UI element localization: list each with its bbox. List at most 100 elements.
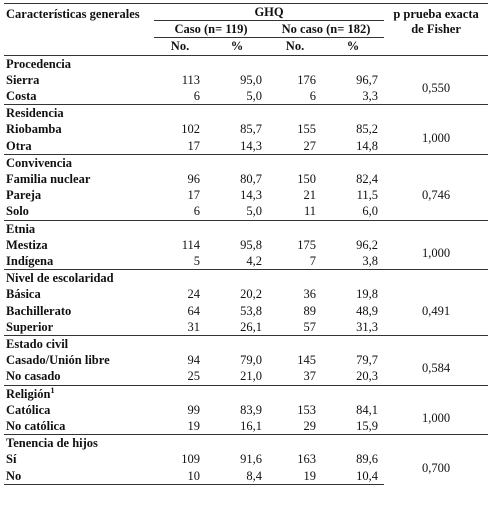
group-title-text: Religión bbox=[6, 386, 51, 401]
header-row-1: Características generales GHQ p prueba e… bbox=[4, 2, 489, 56]
caso-count: 6 bbox=[193, 89, 200, 104]
group-title-text: Procedencia bbox=[6, 56, 72, 71]
fisher-pvalue: 0,700 bbox=[421, 460, 451, 475]
caso-count: 114 bbox=[181, 237, 200, 252]
caso-percent: 80,7 bbox=[240, 172, 262, 187]
header-row-3: No. % No. % bbox=[4, 38, 488, 55]
table-row: Solo 6 5,0 11 6,0 bbox=[4, 203, 488, 220]
group-header-row: Etnia bbox=[4, 219, 489, 237]
table-row: Otra 17 14,3 27 14,8 bbox=[4, 138, 488, 155]
group-title: Nivel de escolaridad bbox=[4, 269, 489, 287]
nocaso-pct-header: % bbox=[346, 39, 360, 54]
table-body: Características generales GHQ p prueba e… bbox=[4, 2, 489, 485]
row-label: Costa bbox=[6, 89, 37, 104]
header-row-2: Caso (n= 119) No caso (n= 182) bbox=[4, 20, 488, 39]
nocaso-count: 150 bbox=[297, 172, 316, 187]
caso-count: 109 bbox=[181, 452, 200, 467]
caso-percent: 53,8 bbox=[240, 303, 262, 318]
table-row: Sierra 113 95,0 176 96,7 0,550 bbox=[4, 72, 488, 95]
nocaso-percent: 3,8 bbox=[362, 254, 379, 269]
caso-percent: 8,4 bbox=[206, 467, 268, 485]
row-label: Bachillerato bbox=[6, 303, 72, 318]
group-header-row: Convivencia bbox=[4, 153, 489, 172]
caso-percent: 20,2 bbox=[240, 287, 262, 302]
row-label: Católica bbox=[6, 402, 51, 417]
nocaso-percent: 89,6 bbox=[356, 452, 379, 467]
caso-count: 94 bbox=[187, 353, 201, 368]
nocaso-no-header: No. bbox=[285, 39, 305, 54]
table-row: Indígena 5 4,2 7 3,8 bbox=[4, 253, 488, 270]
row-label: No católica bbox=[6, 419, 66, 434]
table-row: Básica 24 20,2 36 19,8 0,491 bbox=[4, 286, 488, 317]
caso-count: 24 bbox=[187, 287, 201, 302]
table-row: No católica 19 16,1 29 15,9 bbox=[4, 418, 488, 435]
row-label: Pareja bbox=[6, 188, 42, 203]
nocaso-percent: 10,4 bbox=[322, 467, 385, 485]
caso-count: 102 bbox=[181, 122, 200, 137]
nocaso-percent: 19,8 bbox=[356, 287, 379, 302]
group-title-text: Nivel de escolaridad bbox=[6, 271, 114, 286]
row-label: Indígena bbox=[6, 254, 54, 269]
row-label: Solo bbox=[6, 204, 29, 219]
row-label: No casado bbox=[6, 369, 61, 384]
fisher-pvalue: 1,000 bbox=[421, 130, 451, 145]
fisher-pvalue: 0,491 bbox=[421, 303, 451, 318]
group-header-row: Estado civil bbox=[4, 335, 489, 353]
nocaso-percent: 96,7 bbox=[356, 72, 379, 87]
nocaso-percent: 96,2 bbox=[356, 237, 379, 252]
caso-count: 31 bbox=[187, 319, 201, 334]
row-label: Superior bbox=[6, 319, 54, 334]
table-row: No casado 25 21,0 37 20,3 bbox=[4, 368, 488, 385]
nocaso-percent: 82,4 bbox=[356, 172, 379, 187]
row-label: No bbox=[4, 467, 154, 485]
caso-percent: 21,0 bbox=[240, 369, 262, 384]
caso-percent: 26,1 bbox=[240, 319, 262, 334]
table-row: Riobamba 102 85,7 155 85,2 1,000 bbox=[4, 121, 488, 144]
caso-count: 113 bbox=[181, 72, 200, 87]
caso-count: 10 bbox=[154, 467, 206, 485]
row-label: Sí bbox=[6, 452, 17, 467]
nocaso-count: 153 bbox=[297, 402, 316, 417]
caso-count: 99 bbox=[187, 402, 201, 417]
characteristics-table: Características generales GHQ p prueba e… bbox=[4, 2, 489, 485]
group-title-text: Estado civil bbox=[6, 337, 69, 352]
table-row: Casado/Unión libre 94 79,0 145 79,7 0,584 bbox=[4, 352, 488, 375]
table-row: Costa 6 5,0 6 3,3 bbox=[4, 88, 488, 105]
group-title: Convivencia bbox=[4, 153, 489, 172]
caso-percent: 91,6 bbox=[240, 452, 262, 467]
nocaso-percent: 48,9 bbox=[356, 303, 379, 318]
caso-header: Caso (n= 119) bbox=[154, 20, 268, 39]
nocaso-count: 155 bbox=[297, 122, 316, 137]
fisher-pvalue: 1,000 bbox=[421, 245, 451, 260]
caso-count: 64 bbox=[187, 303, 201, 318]
nocaso-count: 176 bbox=[297, 72, 316, 87]
caso-count: 5 bbox=[193, 254, 200, 269]
caso-percent: 14,3 bbox=[240, 188, 262, 203]
caso-percent: 79,0 bbox=[240, 353, 262, 368]
nocaso-percent: 14,8 bbox=[356, 138, 379, 153]
group-title-text: Convivencia bbox=[6, 155, 72, 170]
nocaso-count: 89 bbox=[303, 303, 317, 318]
nocaso-percent: 3,3 bbox=[362, 89, 379, 104]
caso-pct-header: % bbox=[230, 39, 244, 54]
row-label: Casado/Unión libre bbox=[6, 353, 110, 368]
nocaso-percent: 31,3 bbox=[356, 319, 379, 334]
nocaso-percent: 20,3 bbox=[356, 369, 379, 384]
caso-percent: 83,9 bbox=[240, 402, 262, 417]
row-label: Básica bbox=[6, 287, 41, 302]
table-row: Católica 99 83,9 153 84,1 1,000 bbox=[4, 402, 488, 425]
group-title-text: Tenencia de hijos bbox=[6, 436, 98, 451]
group-header-row: Procedencia bbox=[4, 54, 489, 72]
nocaso-count: 36 bbox=[303, 287, 317, 302]
nocaso-count: 175 bbox=[297, 237, 316, 252]
group-title: Procedencia bbox=[4, 54, 489, 72]
pvalue-header: p prueba exacta de Fisher bbox=[384, 3, 489, 56]
row-label: Riobamba bbox=[6, 122, 62, 137]
caso-count: 6 bbox=[193, 204, 200, 219]
col-label-header: Características generales bbox=[4, 3, 154, 56]
nocaso-count: 37 bbox=[303, 369, 317, 384]
fisher-pvalue: 0,584 bbox=[421, 361, 451, 376]
nocaso-count: 6 bbox=[309, 89, 316, 104]
row-label: Mestiza bbox=[6, 237, 48, 252]
fisher-pvalue: 0,746 bbox=[421, 188, 451, 203]
